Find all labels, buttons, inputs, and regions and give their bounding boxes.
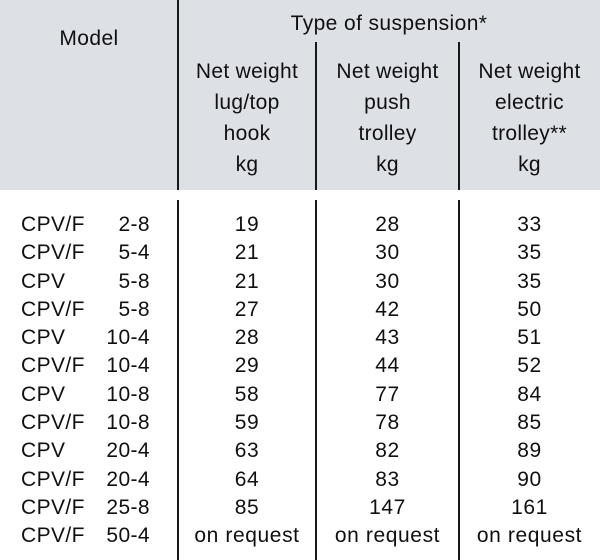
column-header-electric-trolley: Net weight electric trolley** kg — [478, 60, 581, 176]
model-cell: CPV/F 5-8 — [0, 296, 178, 324]
table-row: CPV/F 10-8 59 78 85 — [0, 409, 600, 437]
model-prefix: CPV/F — [21, 467, 85, 491]
weight-push-trolley-cell: 43 — [375, 326, 400, 350]
weight-lug-top-hook-cell: 21 — [234, 241, 260, 265]
model-size: 10-4 — [106, 354, 150, 378]
weight-push-trolley-cell: 83 — [375, 467, 400, 491]
model-size: 20-4 — [106, 439, 150, 463]
model-size: 10-8 — [106, 382, 150, 406]
table-row: CPV 10-4 28 43 51 — [0, 324, 600, 352]
model-prefix: CPV — [21, 382, 66, 406]
weight-electric-trolley-cell: 33 — [517, 213, 542, 236]
weight-push-trolley-cell: 42 — [375, 297, 400, 321]
table-row: CPV/F 5-8 27 42 50 — [0, 296, 600, 324]
weight-electric-trolley-cell: 50 — [517, 297, 542, 321]
table-row: CPV/F 20-4 64 83 90 — [0, 466, 600, 494]
table-row: CPV 5-8 21 30 35 — [0, 268, 600, 296]
model-cell: CPV 10-4 — [0, 324, 178, 352]
column-divider — [177, 200, 179, 560]
weight-lug-top-hook-cell: 85 — [234, 495, 260, 519]
table-header-band — [0, 0, 600, 190]
model-size: 10-4 — [106, 326, 150, 350]
table-body: CPV/F 2-8 19 28 33 CPV/F 5-4 21 30 35 CPV 5-8 21 30 35… — [0, 211, 600, 551]
weight-push-trolley-cell: 28 — [375, 213, 400, 236]
model-prefix: CPV/F — [21, 411, 85, 435]
weight-push-trolley-cell: 77 — [375, 382, 400, 406]
model-cell: CPV/F 20-4 — [0, 466, 178, 494]
weight-lug-top-hook-cell: 64 — [234, 467, 260, 491]
weight-electric-trolley-cell: 52 — [517, 354, 542, 378]
model-column-header: Model — [59, 27, 119, 50]
model-cell: CPV/F 25-8 — [0, 494, 178, 522]
weight-push-trolley-cell: 82 — [375, 439, 400, 463]
column-header-push-trolley: Net weight push trolley kg — [336, 60, 439, 176]
model-prefix: CPV/F — [21, 241, 85, 265]
table-row: CPV/F 2-8 19 28 33 — [0, 211, 600, 239]
model-cell: CPV/F 5-4 — [0, 239, 178, 267]
weight-lug-top-hook-cell: 27 — [234, 297, 260, 321]
weight-electric-trolley-cell: 35 — [517, 269, 542, 293]
model-cell: CPV/F 10-8 — [0, 409, 178, 437]
model-size: 2-8 — [118, 213, 150, 236]
model-size: 50-4 — [106, 524, 150, 548]
model-size: 10-8 — [106, 411, 150, 435]
table-row: CPV 10-8 58 77 84 — [0, 381, 600, 409]
table-row: CPV/F 10-4 29 44 52 — [0, 352, 600, 380]
column-divider — [458, 42, 460, 190]
model-cell: CPV/F 2-8 — [0, 211, 178, 239]
weight-lug-top-hook-cell: 29 — [234, 354, 260, 378]
weight-lug-top-hook-cell: 63 — [234, 439, 260, 463]
weight-lug-top-hook-cell: 28 — [234, 326, 260, 350]
column-header-lug-top-hook: Net weight lug/top hook kg — [195, 60, 299, 176]
model-cell: CPV 5-8 — [0, 268, 178, 296]
weight-electric-trolley-cell: 51 — [517, 326, 542, 350]
table-row: CPV/F 25-8 85 147 161 — [0, 494, 600, 522]
weight-electric-trolley-cell: 90 — [517, 467, 542, 491]
model-prefix: CPV/F — [21, 354, 85, 378]
model-cell: CPV/F 10-4 — [0, 352, 178, 380]
column-divider — [315, 42, 317, 190]
weight-electric-trolley-cell: 85 — [517, 411, 542, 435]
weight-lug-top-hook-cell: on request — [194, 524, 300, 548]
model-prefix: CPV/F — [21, 213, 85, 236]
column-divider — [315, 200, 317, 560]
column-divider — [458, 200, 460, 560]
weight-push-trolley-cell: 78 — [375, 411, 400, 435]
weight-push-trolley-cell: on request — [334, 524, 441, 548]
model-cell: CPV 20-4 — [0, 437, 178, 465]
model-cell: CPV/F 50-4 — [0, 522, 178, 550]
model-prefix: CPV — [21, 439, 66, 463]
suspension-group-header: Type of suspension* — [290, 12, 488, 35]
weight-electric-trolley-cell: 35 — [517, 241, 542, 265]
weight-lug-top-hook-cell: 21 — [234, 269, 260, 293]
weight-electric-trolley-cell: 89 — [517, 439, 542, 463]
table-row: CPV 20-4 63 82 89 — [0, 437, 600, 465]
model-prefix: CPV — [21, 269, 66, 293]
table-row: CPV/F 50-4 on request on request on request — [0, 522, 600, 550]
weight-push-trolley-cell: 44 — [375, 354, 400, 378]
model-prefix: CPV — [21, 326, 66, 350]
model-size: 20-4 — [106, 467, 150, 491]
weight-push-trolley-cell: 30 — [375, 241, 400, 265]
weight-lug-top-hook-cell: 59 — [234, 411, 260, 435]
weight-lug-top-hook-cell: 19 — [234, 213, 260, 236]
weight-lug-top-hook-cell: 58 — [234, 382, 260, 406]
weight-electric-trolley-cell: on request — [476, 524, 583, 548]
model-size: 5-8 — [118, 297, 150, 321]
weight-electric-trolley-cell: 84 — [517, 382, 542, 406]
model-size: 25-8 — [106, 495, 150, 519]
weight-push-trolley-cell: 147 — [369, 495, 406, 519]
weight-electric-trolley-cell: 161 — [511, 495, 548, 519]
model-prefix: CPV/F — [21, 495, 85, 519]
model-cell: CPV 10-8 — [0, 381, 178, 409]
model-prefix: CPV/F — [21, 297, 85, 321]
table-row: CPV/F 5-4 21 30 35 — [0, 239, 600, 267]
model-size: 5-8 — [118, 269, 150, 293]
column-divider — [177, 0, 179, 190]
model-size: 5-4 — [118, 241, 150, 265]
weight-push-trolley-cell: 30 — [375, 269, 400, 293]
model-prefix: CPV/F — [21, 524, 85, 548]
